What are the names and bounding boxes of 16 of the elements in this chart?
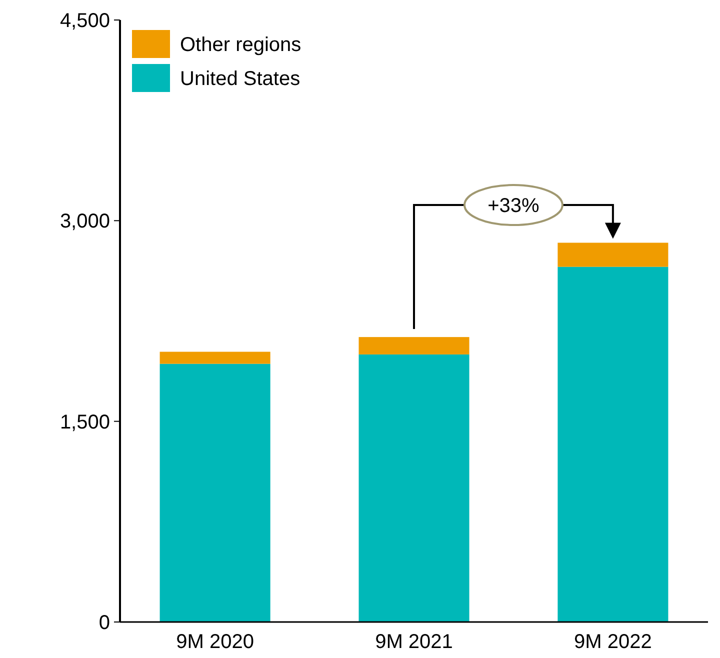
bar: [558, 242, 668, 267]
legend-label: United States: [180, 68, 300, 90]
y-tick-label: 4,500: [60, 10, 110, 32]
x-tick-label: 9M 2022: [574, 631, 652, 653]
y-tick-label: 3,000: [60, 210, 110, 233]
y-tick-label: 1,500: [60, 411, 110, 434]
bar: [160, 352, 270, 364]
x-tick-label: 9M 2020: [176, 631, 254, 653]
bar: [160, 364, 270, 622]
annotation: +33%: [488, 195, 540, 217]
y-tick-label: 0: [98, 612, 110, 634]
legend-label: Other regions: [180, 34, 302, 56]
x-tick-label: 9M 2021: [375, 631, 453, 653]
bar: [358, 337, 470, 354]
bar: [358, 354, 470, 622]
bar: [558, 266, 668, 622]
